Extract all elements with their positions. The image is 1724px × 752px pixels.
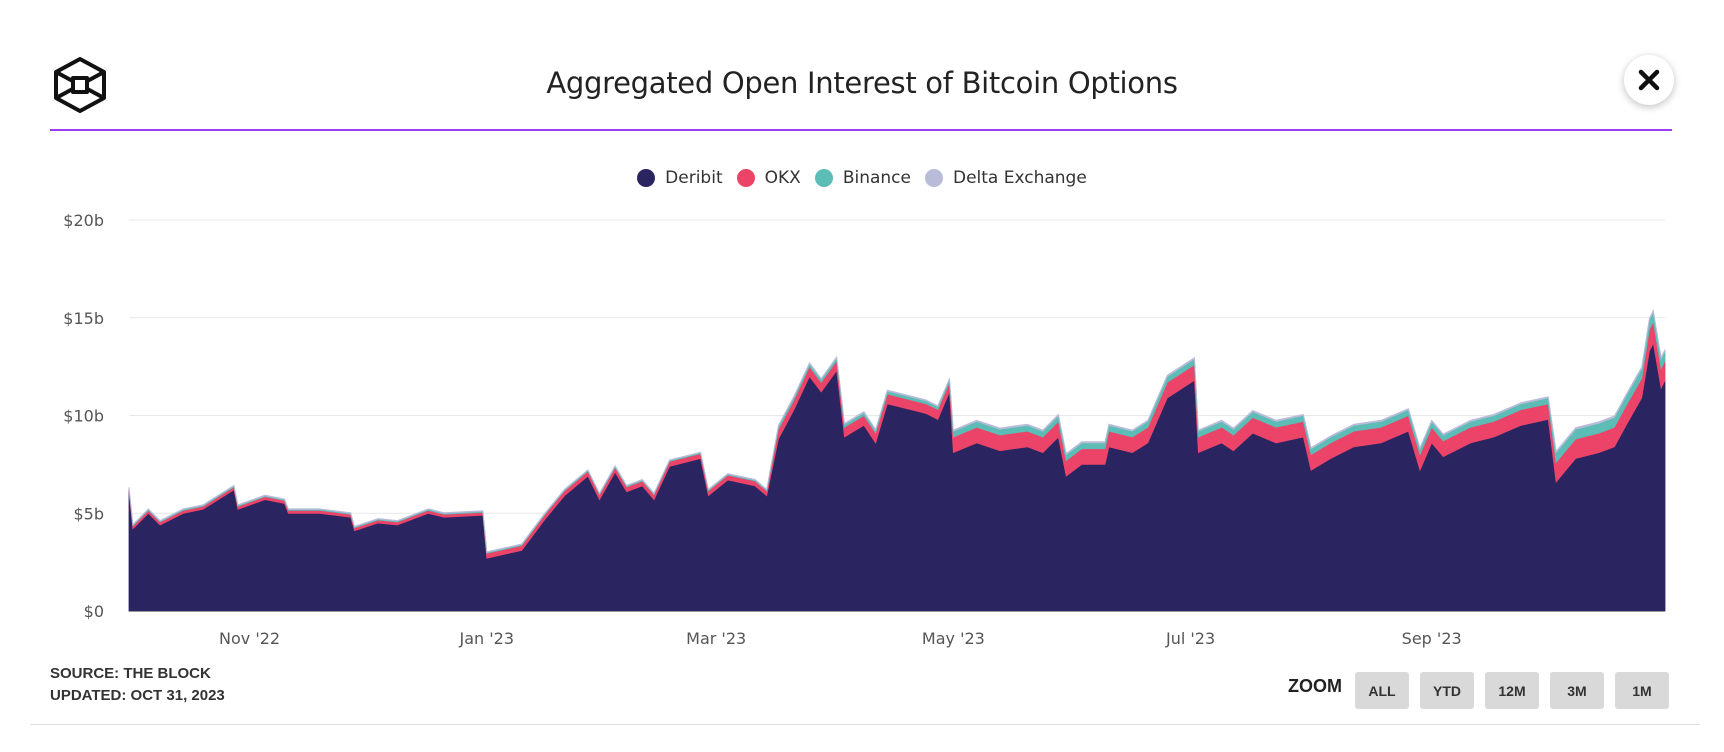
chart-title: Aggregated Open Interest of Bitcoin Opti…: [546, 66, 1178, 100]
footer-divider: [30, 724, 1700, 725]
zoom-ytd-button[interactable]: YTD: [1420, 672, 1474, 709]
close-icon: [1638, 69, 1660, 91]
zoom-controls: ZOOM ALL YTD 12M 3M 1M: [1288, 664, 1669, 709]
y-tick-label: $20b: [63, 211, 104, 230]
zoom-label: ZOOM: [1288, 676, 1342, 696]
updated-text: UPDATED: OCT 31, 2023: [50, 687, 225, 704]
x-tick-label: May '23: [922, 629, 985, 648]
area-deribit[interactable]: [128, 341, 1666, 612]
area-delta-exchange[interactable]: [128, 309, 1666, 553]
legend-item-delta-exchange[interactable]: Delta Exchange: [924, 168, 1087, 188]
legend-marker: [814, 169, 833, 187]
legend-marker: [924, 169, 943, 187]
legend-label: Deribit: [665, 168, 723, 188]
title-divider: [50, 129, 1672, 131]
x-tick-label: Mar '23: [686, 629, 746, 648]
y-tick-label: $15b: [63, 309, 104, 328]
zoom-1m-button[interactable]: 1M: [1615, 672, 1669, 709]
legend-item-deribit[interactable]: Deribit: [637, 168, 723, 188]
y-tick-label: $10b: [63, 407, 104, 426]
x-tick-label: Sep '23: [1402, 629, 1462, 648]
legend-label: Delta Exchange: [952, 168, 1087, 188]
legend-label: Binance: [842, 168, 911, 188]
x-tick-label: Nov '22: [219, 629, 280, 648]
legend-item-okx[interactable]: OKX: [736, 168, 801, 188]
zoom-12m-button[interactable]: 12M: [1485, 672, 1539, 709]
legend-item-binance[interactable]: Binance: [814, 168, 911, 188]
y-tick-label: $0: [84, 602, 104, 621]
legend-label: OKX: [764, 168, 801, 188]
chart-legend: Deribit OKX Binance Delta Exchange: [0, 168, 1724, 188]
x-tick-label: Jul '23: [1165, 629, 1215, 648]
close-button[interactable]: [1624, 55, 1674, 105]
y-tick-label: $5b: [73, 504, 104, 523]
x-tick-label: Jan '23: [458, 629, 514, 648]
source-text: SOURCE: THE BLOCK: [50, 665, 211, 682]
legend-marker: [637, 169, 656, 187]
cube-logo-icon: [50, 55, 110, 115]
zoom-all-button[interactable]: ALL: [1355, 672, 1409, 709]
source-note: SOURCE: THE BLOCK UPDATED: OCT 31, 2023: [50, 663, 225, 707]
zoom-3m-button[interactable]: 3M: [1550, 672, 1604, 709]
legend-marker: [736, 169, 755, 187]
